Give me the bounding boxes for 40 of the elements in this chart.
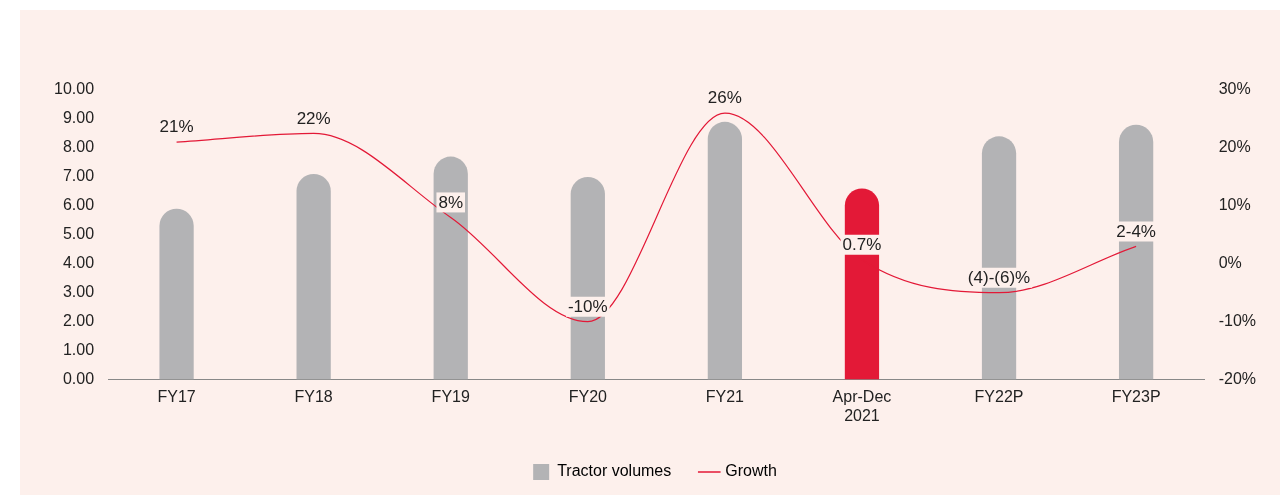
y-tick-label: 4.00 <box>62 254 95 272</box>
y2-tick-label: 10% <box>1218 196 1251 214</box>
annotation: 2-4% <box>1116 221 1156 241</box>
data-label: 0.7% <box>842 234 882 254</box>
y-tick-label: 5.00 <box>62 225 95 243</box>
y2-tick-label: 30% <box>1218 80 1251 98</box>
x-tick-label: FY23P <box>1111 387 1161 405</box>
bar <box>159 208 194 380</box>
x-tick-label: FY19 <box>431 387 470 405</box>
x-tick-label: FY18 <box>294 387 333 405</box>
y-tick-label: 6.00 <box>62 196 95 214</box>
y-tick-label: 7.00 <box>62 167 95 185</box>
y-tick-label: 3.00 <box>62 283 95 301</box>
data-label: 22% <box>296 108 331 128</box>
data-label: 21% <box>159 117 194 137</box>
y-tick-label: 9.00 <box>62 109 95 127</box>
x-tick-label: FY21 <box>705 387 745 405</box>
legend-label: Growth <box>725 462 777 480</box>
y2-tick-label: 0% <box>1218 254 1242 272</box>
bar <box>707 121 743 380</box>
y-tick-label: 2.00 <box>62 312 95 330</box>
y2-tick-label: -20% <box>1218 370 1257 388</box>
x-tick-label: FY22P <box>974 387 1024 405</box>
y-tick-label: 8.00 <box>62 138 95 156</box>
x-tick-label: FY20 <box>568 387 608 405</box>
annotation: (4)-(6)% <box>967 267 1031 287</box>
data-label: -10% <box>567 296 608 316</box>
bar <box>296 173 331 380</box>
bar <box>433 156 468 380</box>
y-tick-label: 0.00 <box>62 370 95 388</box>
y-tick-label: 10.00 <box>53 80 95 98</box>
y-tick-label: 1.00 <box>62 341 95 359</box>
bar <box>1118 124 1154 380</box>
y2-tick-label: -10% <box>1218 312 1257 330</box>
data-label: 8% <box>438 192 464 212</box>
y2-tick-label: 20% <box>1218 138 1251 156</box>
legend-label: Tractor volumes <box>557 462 672 480</box>
x-tick-label: Apr-Dec 2021 <box>832 387 892 424</box>
x-tick-label: FY17 <box>157 387 196 405</box>
data-label: 26% <box>707 88 742 108</box>
